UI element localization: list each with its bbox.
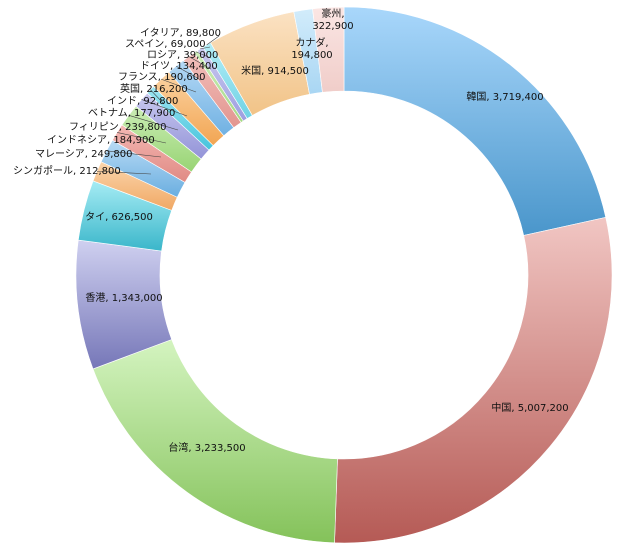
slice-3 [92,339,338,544]
slice-label-8: インドネシア, 184,900 [47,134,155,146]
leader-line-17 [206,35,220,46]
slice-label-5: タイ, 626,500 [85,211,153,223]
slice-label-20: 豪州, 322,900 [312,7,353,32]
slice-label-1: 韓国, 3,719,400 [466,91,543,103]
slice-label-10: ベトナム, 177,900 [88,107,175,119]
labels-layer: 韓国, 3,719,400 中国, 5,007,200 台湾, 3,233,500 香… [13,7,569,454]
leader-line-10 [141,99,188,117]
leader-line-14 [188,56,212,70]
slice-label-7: マレーシア, 249,800 [35,149,133,160]
leader-line-7 [106,150,162,158]
leader-line-13 [175,65,202,81]
leader-lines-layer [96,35,220,175]
slice-label-2: 中国, 5,007,200 [491,401,568,414]
slice-label-19: カナダ, 194,800 [291,36,332,61]
leader-line-8 [116,132,167,144]
leader-line-16 [200,46,211,50]
slice-label-12: 英国, 216,200 [120,82,188,95]
slice-label-18: 米国, 914,500 [241,64,309,77]
slice-label-17: イタリア, 89,800 [140,27,221,39]
slice-label-15: ロシア, 39,000 [147,50,218,61]
slice-label-14: ドイツ, 134,400 [140,61,218,72]
slice-20 [312,6,345,93]
leader-line-9 [128,115,179,131]
slices-layer [75,6,613,544]
slice-label-11: インド, 92,800 [107,96,178,107]
leader-line-15 [195,51,212,59]
slice-label-9: フィリピン, 239,800 [69,121,167,133]
slice-2 [334,217,613,544]
slice-label-4: 香港, 1,343,000 [85,292,162,304]
slice-1 [343,6,607,236]
leader-line-12 [161,78,197,93]
leader-line-6 [96,170,152,175]
slice-label-13: フランス, 190,600 [118,71,206,83]
leader-line-11 [150,89,165,105]
slice-label-6: シンガポール, 212,800 [13,165,121,177]
slice-label-16: スペイン, 69,000 [125,39,206,50]
slice-label-3: 台湾, 3,233,500 [168,441,245,454]
